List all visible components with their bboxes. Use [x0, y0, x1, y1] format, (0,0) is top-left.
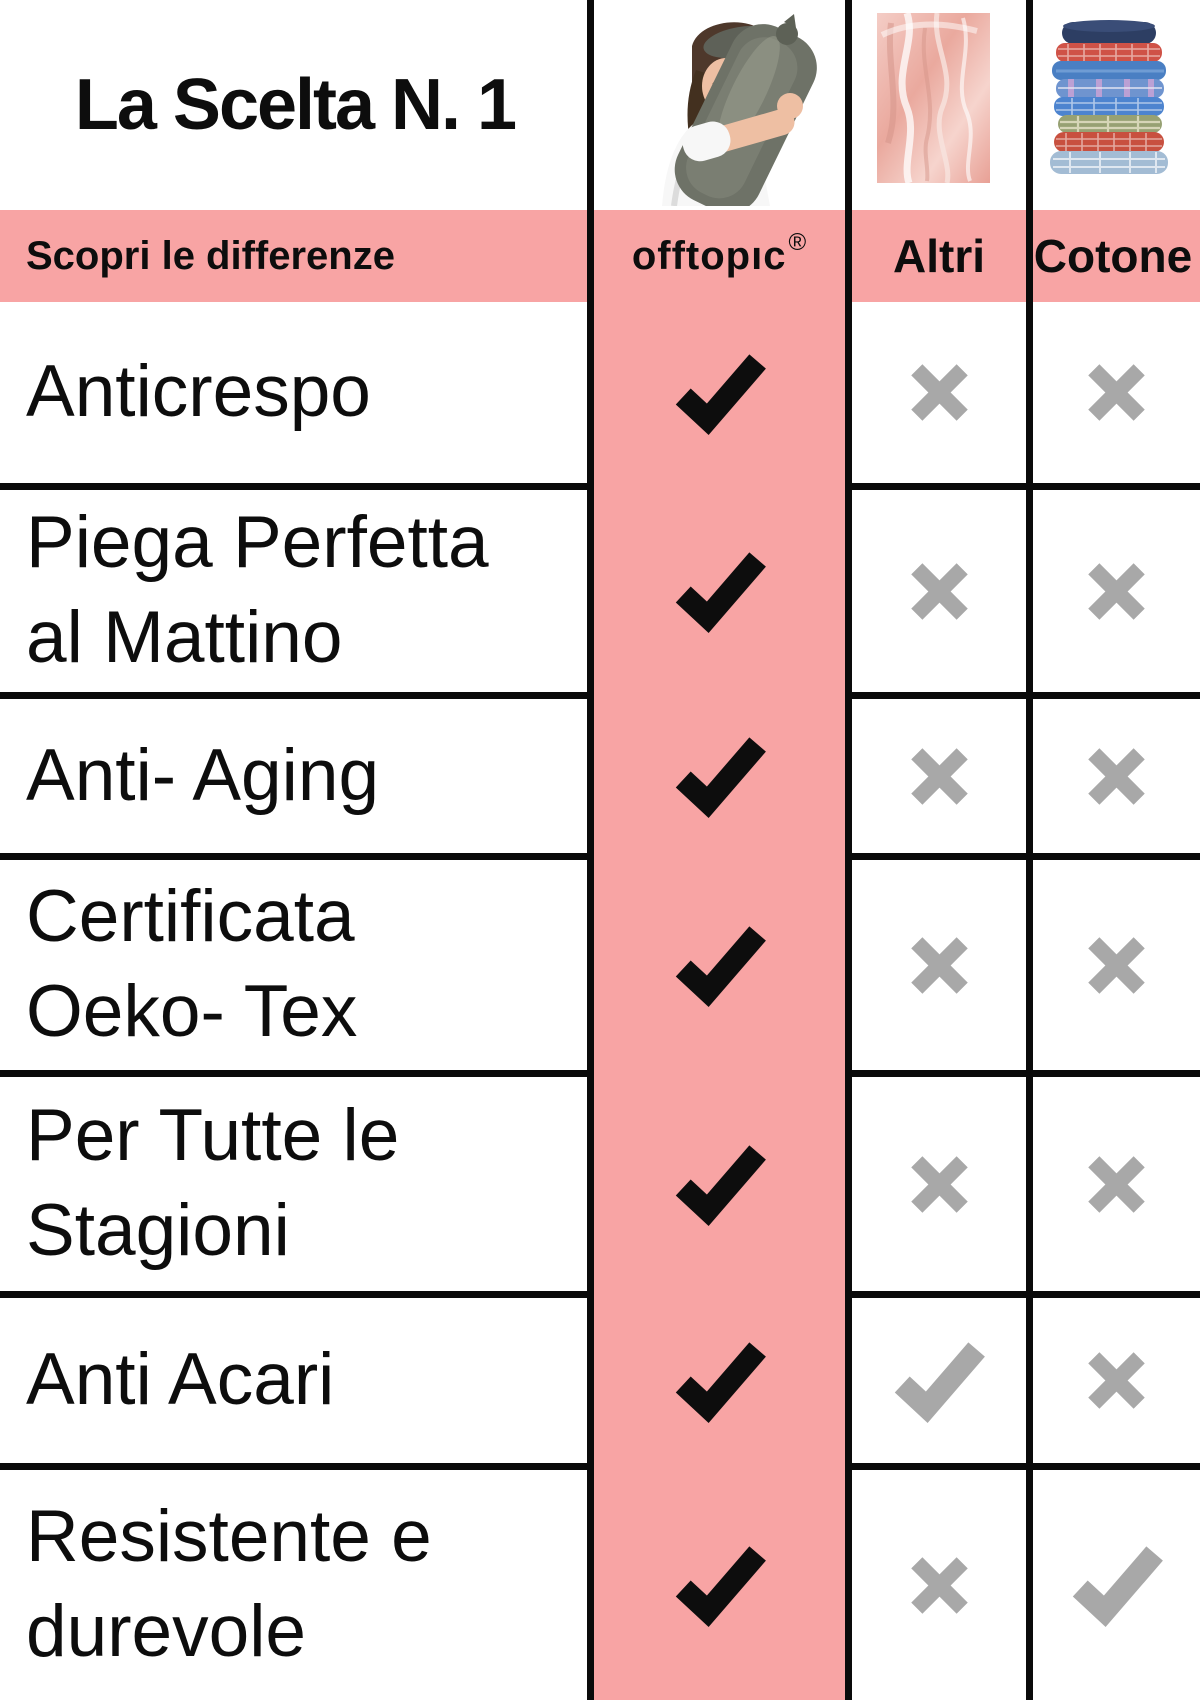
- altri-mark-cell: [852, 1470, 1026, 1700]
- cotone-mark-cell: [1033, 302, 1200, 483]
- check-icon: [675, 926, 766, 1007]
- column-divider: [1026, 0, 1033, 1700]
- cotone-mark-cell: [1033, 490, 1200, 692]
- registered-trademark-icon: ®: [788, 229, 808, 256]
- check-icon: [675, 552, 766, 633]
- cross-icon: [1088, 1155, 1145, 1213]
- cross-icon: [1088, 562, 1145, 620]
- cotone-mark-cell: [1033, 860, 1200, 1070]
- column-divider: [845, 0, 852, 1700]
- check-icon: [675, 353, 766, 435]
- offtopic-mark-cell: [594, 1470, 845, 1700]
- cotone-mark-cell: [1033, 1077, 1200, 1291]
- column-header-cotone: Cotone: [1033, 230, 1193, 282]
- row-divider: [845, 1291, 1200, 1298]
- cross-icon: [1088, 747, 1145, 805]
- cross-icon: [910, 936, 968, 994]
- row-divider: [0, 1463, 594, 1470]
- cotone-mark-cell: [1033, 1298, 1200, 1463]
- offtopic-mark-cell: [594, 1298, 845, 1463]
- altri-mark-cell: [852, 302, 1026, 483]
- row-divider: [0, 1291, 594, 1298]
- cross-icon: [910, 364, 968, 421]
- row-divider: [845, 692, 1200, 699]
- check-icon: [894, 1341, 985, 1423]
- altri-mark-cell: [852, 490, 1026, 692]
- pink-satin-fabric-photo: [877, 13, 990, 183]
- cotone-mark-cell: [1033, 1470, 1200, 1700]
- row-divider: [0, 853, 594, 860]
- row-divider: [845, 1463, 1200, 1470]
- cross-icon: [1088, 364, 1145, 421]
- column-header-altri: Altri: [893, 230, 985, 282]
- altri-mark-cell: [852, 1077, 1026, 1291]
- cross-icon: [910, 1155, 968, 1213]
- offtopic-mark-cell: [594, 699, 845, 853]
- cross-icon: [1088, 936, 1145, 994]
- cross-icon: [910, 562, 968, 620]
- row-divider: [845, 853, 1200, 860]
- page-title: La Scelta N. 1: [74, 65, 517, 145]
- feature-label: Anti- Aging: [26, 734, 380, 816]
- table-row: Anti- Aging: [0, 699, 1200, 853]
- folded-cotton-stack-photo: [1050, 20, 1168, 174]
- check-icon: [675, 737, 766, 818]
- check-icon: [675, 1145, 766, 1226]
- cross-icon: [910, 1556, 968, 1614]
- row-divider: [0, 483, 594, 490]
- offtopic-mark-cell: [594, 490, 845, 692]
- feature-label: Anticrespo: [26, 351, 371, 433]
- feature-label: Resistente e durevole: [26, 1496, 432, 1672]
- cross-icon: [1088, 1352, 1145, 1409]
- altri-mark-cell: [852, 699, 1026, 853]
- check-icon: [1072, 1546, 1163, 1627]
- offtopic-highlight-column: [594, 210, 845, 1700]
- altri-mark-cell: [852, 860, 1026, 1070]
- table-row: Resistente e durevole: [0, 1470, 1200, 1700]
- check-icon: [675, 1546, 766, 1627]
- brand-logo-text: offtopıc: [631, 233, 787, 278]
- table-row: Anti Acari: [0, 1298, 1200, 1463]
- altri-mark-cell: [852, 1298, 1026, 1463]
- check-icon: [675, 1341, 766, 1423]
- row-divider: [0, 692, 594, 699]
- feature-label: Piega Perfetta al Mattino: [26, 502, 489, 678]
- cross-icon: [910, 747, 968, 805]
- feature-label: Anti Acari: [26, 1339, 335, 1421]
- offtopic-mark-cell: [594, 1077, 845, 1291]
- row-divider: [845, 1070, 1200, 1077]
- table-row: Per Tutte le Stagioni: [0, 1077, 1200, 1291]
- offtopic-mark-cell: [594, 302, 845, 483]
- feature-label: Per Tutte le Stagioni: [26, 1095, 400, 1271]
- table-row: Certificata Oeko- Tex: [0, 860, 1200, 1070]
- cotone-mark-cell: [1033, 699, 1200, 853]
- table-row: Piega Perfetta al Mattino: [0, 490, 1200, 692]
- column-header-offtopic: offtopıc ®: [594, 210, 845, 302]
- table-subtitle: Scopri le differenze: [26, 233, 395, 278]
- row-divider: [0, 1070, 594, 1077]
- row-divider: [845, 483, 1200, 490]
- offtopic-mark-cell: [594, 860, 845, 1070]
- feature-label: Certificata Oeko- Tex: [26, 876, 358, 1052]
- column-divider: [587, 0, 594, 1700]
- table-row: Anticrespo: [0, 302, 1200, 483]
- woman-hugging-silk-pillow-photo: [662, 14, 817, 206]
